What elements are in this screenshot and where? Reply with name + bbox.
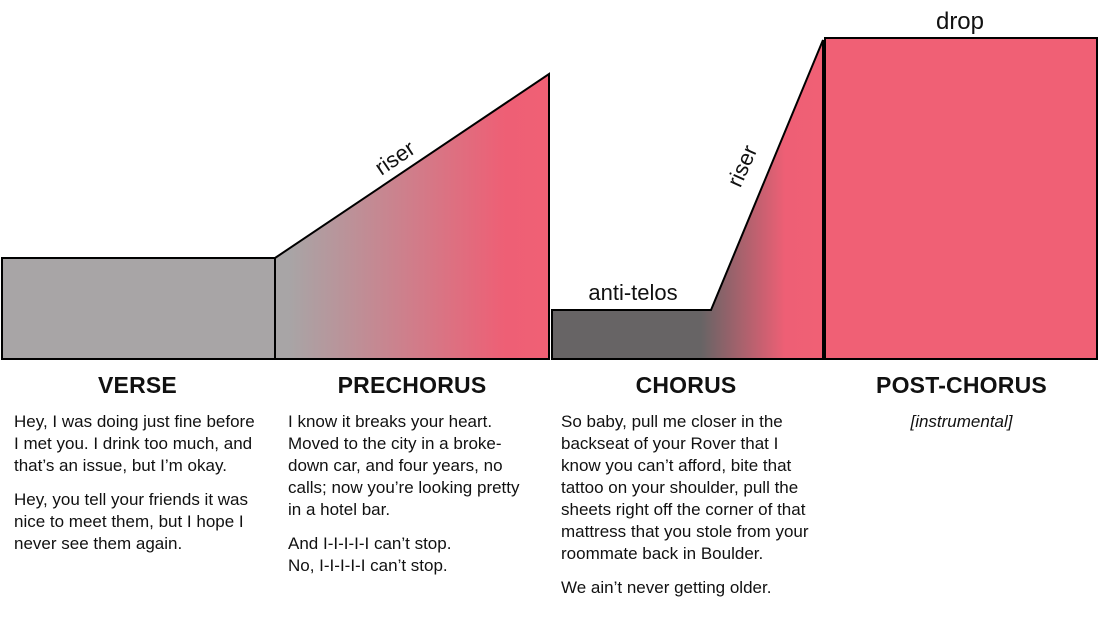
- anti-telos-label: anti-telos: [588, 280, 677, 305]
- lyric-paragraph: I know it breaks your heart. Moved to th…: [288, 412, 520, 519]
- section-postchorus: POST-CHORUS [instrumental]: [823, 362, 1100, 611]
- song-energy-diagram: drop anti-telos riser riser: [1, 8, 1098, 360]
- instrumental-note: [instrumental]: [910, 412, 1013, 431]
- section-chorus: CHORUS So baby, pull me closer in the ba…: [549, 362, 823, 611]
- section-heading-prechorus: PRECHORUS: [337, 372, 487, 398]
- prechorus-riser-shape: [274, 72, 550, 360]
- lyric-paragraph: We ain’t never getting older.: [561, 578, 772, 597]
- lyric-paragraph: Hey, you tell your friends it was nice t…: [14, 490, 248, 553]
- lyric-paragraph: And I-I-I-I-I can’t stop. No, I-I-I-I-I …: [288, 534, 452, 575]
- lyrics-columns: VERSE Hey, I was doing just fine before …: [0, 362, 1100, 611]
- energy-shapes-svg: drop anti-telos riser riser: [1, 8, 1098, 360]
- verse-energy-bar: [1, 257, 276, 360]
- section-heading-verse: VERSE: [98, 372, 177, 398]
- section-verse: VERSE Hey, I was doing just fine before …: [0, 362, 275, 611]
- section-heading-chorus: CHORUS: [635, 372, 737, 398]
- drop-label: drop: [936, 8, 984, 35]
- chorus-antitelos-riser-shape: [551, 39, 824, 360]
- lyric-paragraph: Hey, I was doing just fine before I met …: [14, 412, 255, 475]
- section-prechorus: PRECHORUS I know it breaks your heart. M…: [275, 362, 549, 611]
- postchorus-drop-bar: [824, 37, 1098, 360]
- lyric-paragraph: So baby, pull me closer in the backseat …: [561, 412, 809, 563]
- chorus-riser-label: riser: [722, 141, 762, 190]
- section-heading-postchorus: POST-CHORUS: [876, 372, 1047, 398]
